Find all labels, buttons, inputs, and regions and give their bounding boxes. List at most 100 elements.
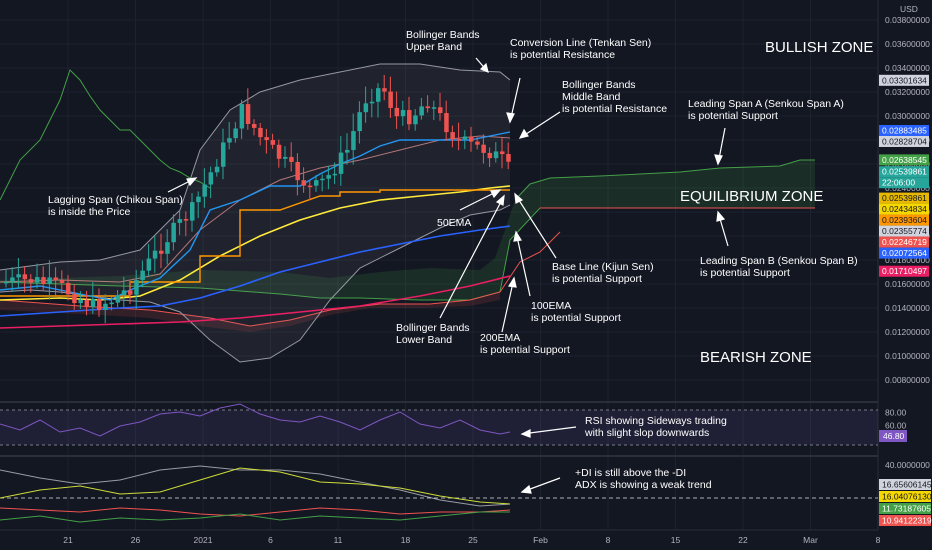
dmi-value-tag xyxy=(879,479,931,490)
candle-body xyxy=(363,103,369,113)
candle-body xyxy=(245,104,251,124)
price-tag-label: 0.01710497 xyxy=(882,266,927,276)
candle-body xyxy=(487,152,493,159)
candle-body xyxy=(500,151,505,155)
label-100ema-line1: 100EMA xyxy=(531,300,571,312)
label-bollinger-upper-line2: Upper Band xyxy=(406,41,462,53)
candle-body xyxy=(493,151,499,159)
label-dmi-note-line2: ADX is showing a weak trend xyxy=(575,479,712,491)
candle-body xyxy=(456,139,462,141)
arrow-rsi-head xyxy=(520,429,531,438)
candle-body xyxy=(221,142,226,167)
dmi-value-tag xyxy=(879,515,931,526)
candle-body xyxy=(394,107,400,117)
candle-body xyxy=(90,299,96,308)
candle-body xyxy=(134,280,139,295)
label-bollinger-middle: Bollinger Bands Middle Band is potential… xyxy=(562,79,667,115)
candle-body xyxy=(462,136,468,140)
arrow-100ema xyxy=(515,231,531,297)
candle-body xyxy=(475,141,480,145)
price-tick-label: 0.01000000 xyxy=(885,351,930,361)
annotation-arrows xyxy=(167,57,729,494)
dmi-value-label: 16.65606145 xyxy=(882,480,932,490)
candle-body xyxy=(357,112,362,132)
candle-body xyxy=(264,137,269,141)
price-tick-label: 0.01400000 xyxy=(885,303,930,313)
price-tick-label: 0.03200000 xyxy=(885,87,930,97)
label-dmi-note: +DI is still above the -DI ADX is showin… xyxy=(575,467,712,491)
candle-body xyxy=(171,222,176,243)
price-tick-label: 0.03800000 xyxy=(885,15,930,25)
label-bollinger-middle-line1: Bollinger Bands xyxy=(562,79,636,91)
candle-body xyxy=(177,219,183,223)
dmi-value-label: 16.04076130 xyxy=(882,492,932,502)
rsi-line xyxy=(0,403,511,437)
label-leading-span-b-line2: is potential Support xyxy=(700,267,790,279)
candle-body xyxy=(382,88,387,92)
candle-body xyxy=(59,280,65,283)
candle-body xyxy=(301,180,307,186)
candle-body xyxy=(28,279,34,283)
candle-body xyxy=(183,219,189,221)
candle-body xyxy=(351,131,356,150)
candle-body xyxy=(239,104,245,129)
label-lagging-span-line1: Lagging Span (Chikou Span) xyxy=(48,194,183,206)
label-rsi-note-line2: with slight slop downwards xyxy=(584,427,709,439)
arrow-50ema-head xyxy=(490,189,502,199)
price-tag-label: 0.02539861 xyxy=(882,167,927,177)
candle-body xyxy=(66,282,71,295)
candle-body xyxy=(78,299,83,304)
candle-body xyxy=(47,277,52,284)
dmi-value-label: 10.94122319 xyxy=(882,516,932,526)
candle-body xyxy=(295,161,300,181)
arrow-200ema-head xyxy=(508,276,517,288)
price-tag-label: 0.02434834 xyxy=(882,204,927,214)
arrow-rsi xyxy=(521,426,577,435)
label-bollinger-middle-line3: is potential Resistance xyxy=(562,103,667,115)
label-lagging-span: Lagging Span (Chikou Span) is inside the… xyxy=(48,194,186,218)
arrow-conversion-line-head xyxy=(506,112,515,124)
label-rsi-note: RSI showing Sideways trading with slight… xyxy=(584,415,730,439)
label-bollinger-upper: Bollinger Bands Upper Band xyxy=(406,29,482,53)
price-tag xyxy=(879,135,929,147)
label-bollinger-lower-line2: Lower Band xyxy=(396,334,452,346)
candle-body xyxy=(469,136,474,142)
candle-body xyxy=(97,299,102,311)
candle-body xyxy=(10,277,15,282)
candle-body xyxy=(425,106,431,109)
arrow-dmi-head xyxy=(520,484,532,494)
arrow-bollinger-lower xyxy=(439,195,505,319)
price-tick-label: 0.01200000 xyxy=(885,327,930,337)
label-conversion-line-line2: is potential Resistance xyxy=(510,49,615,61)
currency-label: USD xyxy=(900,4,918,14)
label-200ema-line2: is potential Support xyxy=(480,344,570,356)
price-tick-label: 0.03400000 xyxy=(885,63,930,73)
price-tag-label: 0.02355774 xyxy=(882,226,927,236)
candle-body xyxy=(314,180,319,186)
label-bollinger-upper-line1: Bollinger Bands xyxy=(406,29,480,41)
candle-body xyxy=(506,154,511,162)
dmi-value-label: 11.73187605 xyxy=(882,504,931,514)
label-bullish-zone: BULLISH ZONE xyxy=(765,39,873,56)
time-tick-label: 8 xyxy=(876,535,881,545)
ichimoku-cloud-upper xyxy=(0,160,815,300)
candle-body xyxy=(103,303,108,311)
candle-body xyxy=(41,277,46,284)
candle-body xyxy=(258,127,263,138)
time-axis[interactable]: 21 26 2021 6 11 18 25 Feb 8 15 22 Mar 8 xyxy=(63,535,880,545)
dmi-axis[interactable]: 40.0000000 xyxy=(885,460,930,470)
candle-body xyxy=(53,277,59,281)
annotation-labels: Bollinger Bands Upper Band Conversion Li… xyxy=(48,29,873,491)
candle-body xyxy=(332,173,338,176)
label-bearish-zone: BEARISH ZONE xyxy=(700,349,812,366)
label-rsi-note-line1: RSI showing Sideways trading xyxy=(585,415,727,427)
time-tick-label: Mar xyxy=(803,535,818,545)
label-conversion-line: Conversion Line (Tenkan Sen) is potentia… xyxy=(510,37,654,61)
candle-body xyxy=(481,144,486,153)
candle-body xyxy=(159,250,164,254)
candle-body xyxy=(190,202,195,221)
price-tag-label: 0.02638545 xyxy=(882,155,927,165)
candle-body xyxy=(320,178,325,181)
